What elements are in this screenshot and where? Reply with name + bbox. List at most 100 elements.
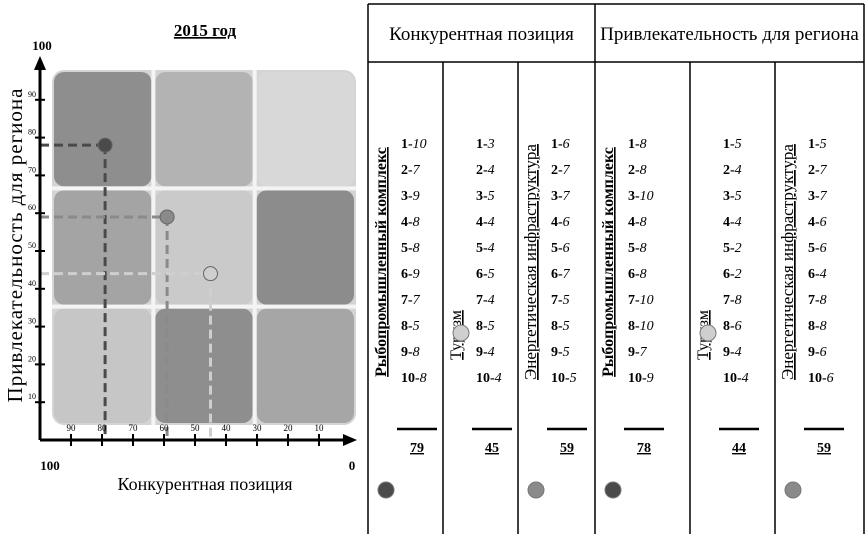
column-total: 59 [817, 441, 831, 456]
score-row: 1-3 [476, 137, 495, 152]
score-index: 9- [723, 345, 735, 360]
score-value: 8 [735, 293, 742, 308]
score-index: 7- [401, 293, 413, 308]
score-index: 7- [551, 293, 563, 308]
score-row: 6-7 [551, 267, 571, 282]
data-point [97, 137, 113, 153]
table-group-header: Привлекательность для региона [600, 24, 859, 45]
score-value: 5 [735, 189, 742, 204]
score-value: 4 [742, 371, 749, 386]
score-row: 9-4 [723, 345, 742, 360]
score-index: 10- [476, 371, 495, 386]
score-index: 5- [476, 241, 488, 256]
score-row: 2-7 [808, 163, 828, 178]
score-row: 1-5 [723, 137, 742, 152]
score-index: 10- [723, 371, 742, 386]
point-guide-lines [40, 143, 212, 440]
score-index: 2- [808, 163, 820, 178]
score-row: 10-6 [808, 371, 834, 386]
score-value: 4 [488, 293, 495, 308]
x-tick-label: 60 [160, 423, 170, 433]
matrix-cell [155, 308, 253, 423]
score-value: 4 [488, 163, 495, 178]
matrix-chart: 90 80 70 60 50 40 30 20 10 10 20 30 40 50 60 70 80 90 20… [3, 21, 357, 494]
score-row: 7-5 [551, 293, 570, 308]
score-index: 10- [551, 371, 570, 386]
score-value: 10 [413, 137, 427, 152]
score-value: 3 [487, 137, 495, 152]
score-value: 4 [495, 371, 502, 386]
score-index: 6- [808, 267, 820, 282]
score-index: 7- [723, 293, 735, 308]
score-value: 8 [640, 137, 647, 152]
score-index: 5- [628, 241, 640, 256]
score-index: 3- [723, 189, 735, 204]
score-row: 7-4 [476, 293, 495, 308]
score-row: 8-5 [476, 319, 495, 334]
score-value: 6 [820, 215, 827, 230]
score-index: 9- [476, 345, 488, 360]
matrix-grid-lines [52, 70, 356, 425]
score-value: 7 [640, 345, 648, 360]
score-row: 8-10 [628, 319, 654, 334]
score-value: 9 [413, 267, 420, 282]
score-row: 9-7 [628, 345, 648, 360]
y-axis-top-label: 100 [32, 38, 52, 53]
score-value: 2 [735, 241, 742, 256]
y-axis-ticks: 10 20 30 40 50 60 70 80 90 [28, 90, 45, 404]
score-row: 3-7 [808, 189, 828, 204]
x-axis-ticks: 90 80 70 60 50 40 30 20 10 [67, 423, 325, 446]
score-value: 8 [640, 215, 647, 230]
score-row: 2-4 [476, 163, 495, 178]
score-row: 7-8 [723, 293, 742, 308]
score-row: 5-8 [401, 241, 420, 256]
score-index: 7- [476, 293, 488, 308]
score-index: 4- [401, 215, 413, 230]
score-index: 9- [401, 345, 413, 360]
score-value: 7 [820, 163, 828, 178]
y-tick-label: 40 [28, 279, 36, 288]
score-row: 1-6 [551, 137, 570, 152]
score-row: 9-4 [476, 345, 495, 360]
score-value: 5 [735, 137, 742, 152]
score-row: 2-7 [551, 163, 571, 178]
score-index: 4- [808, 215, 820, 230]
series-marker [452, 324, 470, 342]
table-group-header: Конкурентная позиция [389, 24, 574, 45]
y-tick-label: 60 [28, 203, 36, 212]
score-row: 10-9 [628, 371, 654, 386]
score-value: 9 [647, 371, 654, 386]
series-marker [699, 324, 717, 342]
score-value: 8 [413, 215, 420, 230]
x-tick-label: 10 [315, 423, 325, 433]
score-value: 4 [488, 215, 495, 230]
score-row: 3-7 [551, 189, 571, 204]
column-label: Энергетическая инфраструктура [521, 144, 540, 380]
score-index: 9- [628, 345, 640, 360]
score-value: 8 [820, 319, 827, 334]
column-total: 45 [485, 441, 499, 456]
score-index: 8- [808, 319, 820, 334]
score-value: 8 [640, 267, 647, 282]
score-index: 4- [723, 215, 735, 230]
score-row: 10-5 [551, 371, 577, 386]
score-row: 10-4 [476, 371, 502, 386]
score-row: 5-4 [476, 241, 495, 256]
score-index: 8- [401, 319, 413, 334]
score-index: 3- [551, 189, 563, 204]
score-index: 1- [628, 137, 640, 152]
score-row: 1-5 [808, 137, 827, 152]
score-row: 4-6 [808, 215, 827, 230]
score-index: 2- [401, 163, 413, 178]
score-value: 5 [563, 293, 570, 308]
score-value: 7 [413, 293, 421, 308]
data-point [159, 209, 175, 225]
score-value: 6 [735, 319, 742, 334]
score-value: 8 [640, 163, 647, 178]
score-index: 1- [476, 137, 488, 152]
score-row: 9-6 [808, 345, 827, 360]
score-row: 2-7 [401, 163, 421, 178]
score-index: 6- [551, 267, 563, 282]
matrix-cell [54, 190, 152, 305]
series-marker [527, 481, 545, 499]
